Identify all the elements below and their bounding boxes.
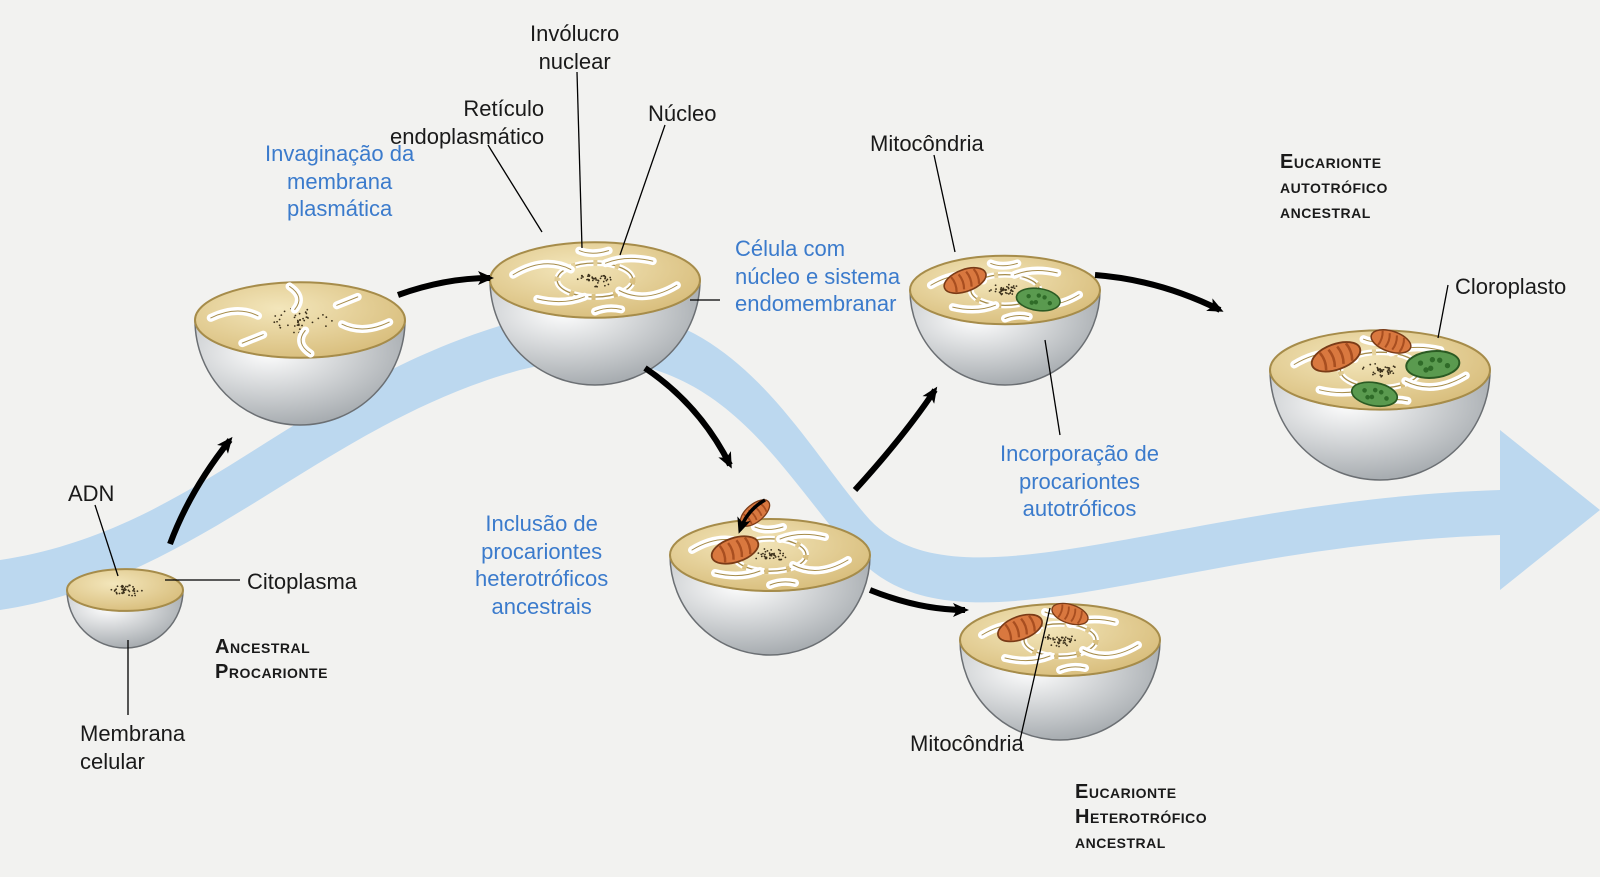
label-incorporacao: Incorporação deprocariontesautotróficos	[1000, 440, 1159, 523]
label-celula_endo: Célula comnúcleo e sistemaendomembranar	[735, 235, 900, 318]
label-reticulo: Retículoendoplasmático	[390, 95, 544, 150]
label-mito_bottom: Mitocôndria	[910, 730, 1024, 758]
label-membrana: Membranacelular	[80, 720, 185, 775]
cell-prokaryote	[67, 569, 183, 648]
cell-autotroph_pre	[910, 256, 1100, 385]
cell-autotroph	[1270, 325, 1490, 480]
label-euc_hetero: EucarionteHeterotróficoancestral	[1075, 780, 1207, 855]
label-invag: Invaginação damembranaplasmática	[265, 140, 414, 223]
leader-line	[488, 145, 542, 232]
cell-heterotroph	[960, 599, 1160, 740]
leader-line	[1438, 285, 1448, 338]
leader-line	[620, 125, 665, 255]
label-nucleo: Núcleo	[648, 100, 716, 128]
leader-line	[577, 72, 582, 248]
transition-arrow	[855, 390, 935, 490]
label-involucro: Invólucronuclear	[530, 20, 619, 75]
label-adn: ADN	[68, 480, 114, 508]
leader-line	[934, 155, 955, 252]
label-mito_top: Mitocôndria	[870, 130, 984, 158]
diagram-canvas	[0, 0, 1600, 877]
label-euc_auto: Eucarionteautotróficoancestral	[1280, 150, 1388, 225]
transition-arrow	[1095, 275, 1220, 310]
label-inclusao: Inclusão deprocariontesheterotróficosanc…	[475, 510, 608, 620]
label-cloroplasto: Cloroplasto	[1455, 273, 1566, 301]
transition-arrow	[398, 278, 490, 295]
label-ancestral_proc: AncestralProcarionte	[215, 635, 328, 685]
label-citoplasma: Citoplasma	[247, 568, 357, 596]
